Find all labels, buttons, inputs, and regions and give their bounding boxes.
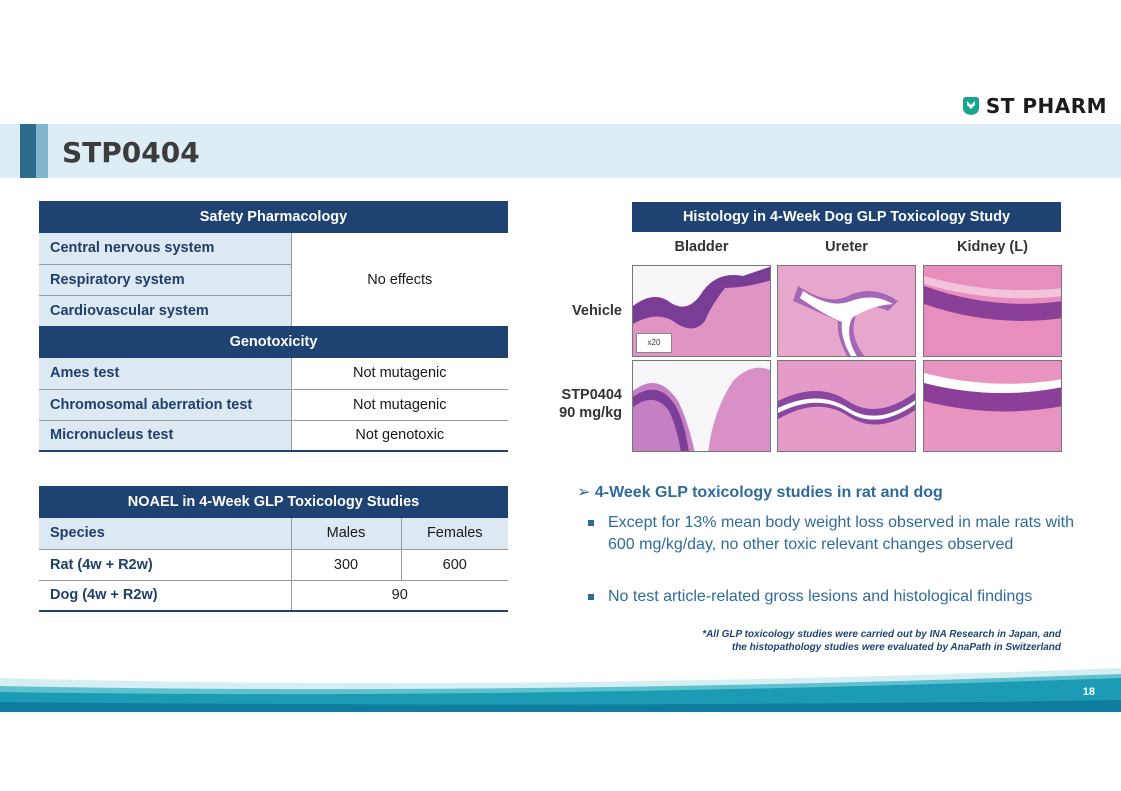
noael-table: NOAEL in 4-Week GLP Toxicology Studies S… — [39, 486, 508, 612]
square-bullet-icon — [588, 594, 594, 600]
genotoxicity-row-label: Micronucleus test — [39, 420, 291, 452]
noael-species-label: Dog (4w + R2w) — [39, 580, 291, 612]
genotoxicity-row-value: Not genotoxic — [290, 420, 508, 452]
micrograph-treated-bladder — [632, 360, 771, 452]
histology-column-bladder: Bladder — [674, 239, 729, 255]
title-accent-light — [36, 124, 48, 178]
genotoxicity-row-value: Not mutagenic — [290, 389, 508, 421]
noael-species-label: Rat (4w + R2w) — [39, 549, 291, 581]
brand-name: ST PHARM — [985, 94, 1107, 118]
noael-header: NOAEL in 4-Week GLP Toxicology Studies — [39, 486, 508, 518]
footer-wave — [0, 668, 1121, 712]
genotoxicity-row-label: Ames test — [39, 358, 291, 390]
footnote-line: the histopathology studies were evaluate… — [731, 642, 1061, 653]
finding-item: No test article-related gross lesions an… — [588, 586, 1078, 608]
noael-column-males: Males — [290, 518, 401, 550]
genotoxicity-row-label: Chromosomal aberration test — [39, 389, 291, 421]
noael-males-value: 300 — [290, 549, 401, 581]
title-accent — [20, 124, 36, 178]
micrograph-vehicle-ureter — [777, 265, 916, 357]
safety-pharmacology-header: Safety Pharmacology — [39, 201, 508, 233]
pharmacology-result: No effects — [290, 233, 508, 326]
st-pharm-logo-icon — [962, 97, 979, 115]
arrow-bullet-icon: ➢ — [577, 484, 595, 501]
histology-row-vehicle: Vehicle — [572, 303, 622, 319]
page-title: STP0404 — [62, 136, 200, 169]
footnote-line: *All GLP toxicology studies were carried… — [702, 629, 1061, 640]
square-bullet-icon — [588, 520, 594, 526]
noael-column-species: Species — [39, 518, 291, 550]
safety-table: Safety Pharmacology Central nervous syst… — [39, 201, 508, 452]
noael-column-females: Females — [400, 518, 508, 550]
histology-column-kidney: Kidney (L) — [957, 239, 1028, 255]
histology-row-treated-line1: STP0404 — [561, 387, 622, 403]
micrograph-treated-kidney — [923, 360, 1062, 452]
genotoxicity-row-value: Not mutagenic — [290, 358, 508, 390]
brand-logo: ST PHARM — [961, 94, 1107, 118]
histology-row-treated-line2: 90 mg/kg — [559, 405, 622, 421]
micrograph-vehicle-kidney — [923, 265, 1062, 357]
micrograph-vehicle-bladder: x20 — [632, 265, 771, 357]
magnification-label: x20 — [636, 333, 672, 353]
finding-item-text: No test article-related gross lesions an… — [608, 588, 1033, 605]
finding-item: Except for 13% mean body weight loss obs… — [588, 512, 1078, 556]
findings-heading: ➢ 4-Week GLP toxicology studies in rat a… — [577, 482, 943, 502]
histology-title: Histology in 4-Week Dog GLP Toxicology S… — [632, 202, 1061, 232]
pharmacology-row-label: Cardiovascular system — [39, 295, 291, 326]
finding-item-text: Except for 13% mean body weight loss obs… — [608, 514, 1075, 553]
noael-females-value: 600 — [400, 549, 508, 581]
genotoxicity-header: Genotoxicity — [39, 326, 508, 358]
histology-column-ureter: Ureter — [825, 239, 868, 255]
title-band: STP0404 — [0, 124, 1121, 178]
histology-row-treated: STP0404 90 mg/kg — [540, 386, 622, 422]
footnote: *All GLP toxicology studies were carried… — [702, 628, 1061, 654]
page-number: 18 — [1082, 686, 1095, 698]
micrograph-treated-ureter — [777, 360, 916, 452]
findings-heading-text: 4-Week GLP toxicology studies in rat and… — [594, 484, 943, 501]
noael-combined-value: 90 — [290, 580, 508, 612]
pharmacology-row-label: Central nervous system — [39, 233, 291, 265]
pharmacology-row-label: Respiratory system — [39, 264, 291, 296]
